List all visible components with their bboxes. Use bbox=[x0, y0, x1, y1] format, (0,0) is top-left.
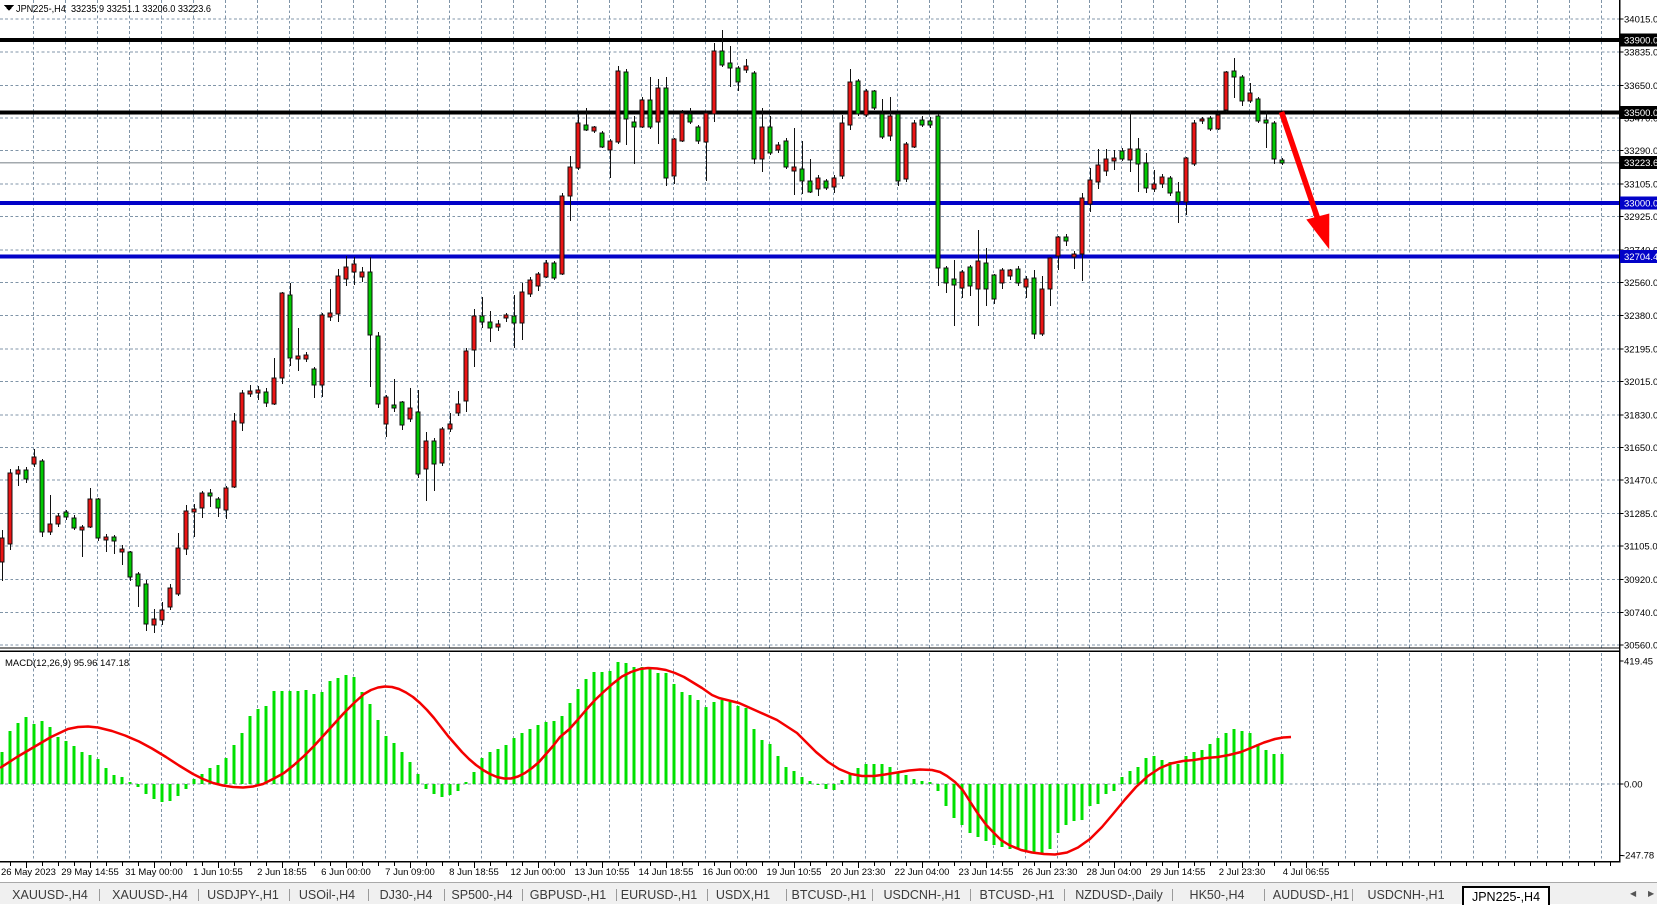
svg-text:6 Jun 00:00: 6 Jun 00:00 bbox=[321, 867, 371, 878]
svg-text:JPN225-,H4 33235.9 33251.1 33: JPN225-,H4 33235.9 33251.1 33206.0 33223… bbox=[16, 4, 211, 15]
svg-text:33835.0: 33835.0 bbox=[1624, 47, 1657, 58]
svg-text:33000.0: 33000.0 bbox=[1624, 199, 1657, 210]
svg-text:12 Jun 00:00: 12 Jun 00:00 bbox=[511, 867, 566, 878]
svg-text:31 May 00:00: 31 May 00:00 bbox=[125, 867, 183, 878]
svg-text:33650.0: 33650.0 bbox=[1624, 81, 1657, 92]
svg-text:32015.0: 32015.0 bbox=[1624, 377, 1657, 388]
svg-text:32560.0: 32560.0 bbox=[1624, 278, 1657, 289]
svg-text:4 Jul 06:55: 4 Jul 06:55 bbox=[1283, 867, 1329, 878]
svg-text:8 Jun 18:55: 8 Jun 18:55 bbox=[449, 867, 499, 878]
svg-text:28 Jun 04:00: 28 Jun 04:00 bbox=[1087, 867, 1142, 878]
svg-text:7 Jun 09:00: 7 Jun 09:00 bbox=[385, 867, 435, 878]
svg-text:33223.6: 33223.6 bbox=[1624, 158, 1657, 169]
svg-text:1 Jun 10:55: 1 Jun 10:55 bbox=[193, 867, 243, 878]
svg-text:33105.0: 33105.0 bbox=[1624, 180, 1657, 191]
svg-text:2 Jul 23:30: 2 Jul 23:30 bbox=[1219, 867, 1265, 878]
svg-text:22 Jun 04:00: 22 Jun 04:00 bbox=[895, 867, 950, 878]
svg-text:26 May 2023: 26 May 2023 bbox=[1, 867, 56, 878]
svg-text:29 May 14:55: 29 May 14:55 bbox=[61, 867, 119, 878]
svg-text:32380.0: 32380.0 bbox=[1624, 311, 1657, 322]
svg-text:31285.0: 31285.0 bbox=[1624, 509, 1657, 520]
svg-text:32925.0: 32925.0 bbox=[1624, 212, 1657, 223]
svg-text:0.00: 0.00 bbox=[1624, 780, 1643, 791]
svg-text:14 Jun 18:55: 14 Jun 18:55 bbox=[639, 867, 694, 878]
svg-text:23 Jun 14:55: 23 Jun 14:55 bbox=[959, 867, 1014, 878]
svg-text:16 Jun 00:00: 16 Jun 00:00 bbox=[703, 867, 758, 878]
svg-text:30740.0: 30740.0 bbox=[1624, 608, 1657, 619]
svg-text:30920.0: 30920.0 bbox=[1624, 575, 1657, 586]
svg-text:19 Jun 10:55: 19 Jun 10:55 bbox=[767, 867, 822, 878]
svg-text:33900.0: 33900.0 bbox=[1624, 36, 1657, 47]
svg-text:32195.0: 32195.0 bbox=[1624, 344, 1657, 355]
svg-text:31470.0: 31470.0 bbox=[1624, 476, 1657, 487]
svg-text:31830.0: 31830.0 bbox=[1624, 410, 1657, 421]
svg-text:2 Jun 18:55: 2 Jun 18:55 bbox=[257, 867, 307, 878]
svg-text:13 Jun 10:55: 13 Jun 10:55 bbox=[575, 867, 630, 878]
svg-text:-247.78: -247.78 bbox=[1622, 851, 1654, 862]
svg-text:30560.0: 30560.0 bbox=[1624, 640, 1657, 651]
svg-text:34015.0: 34015.0 bbox=[1624, 15, 1657, 26]
svg-text:26 Jun 23:30: 26 Jun 23:30 bbox=[1023, 867, 1078, 878]
svg-text:33290.0: 33290.0 bbox=[1624, 146, 1657, 157]
svg-text:31105.0: 31105.0 bbox=[1624, 542, 1657, 553]
svg-text:419.45: 419.45 bbox=[1624, 657, 1653, 668]
svg-text:29 Jun 14:55: 29 Jun 14:55 bbox=[1151, 867, 1206, 878]
svg-text:MACD(12,26,9) 95.96 147.18: MACD(12,26,9) 95.96 147.18 bbox=[5, 658, 129, 669]
svg-text:33500.0: 33500.0 bbox=[1624, 108, 1657, 119]
svg-text:20 Jun 23:30: 20 Jun 23:30 bbox=[831, 867, 886, 878]
svg-text:31650.0: 31650.0 bbox=[1624, 443, 1657, 454]
svg-text:32704.4: 32704.4 bbox=[1624, 252, 1657, 263]
